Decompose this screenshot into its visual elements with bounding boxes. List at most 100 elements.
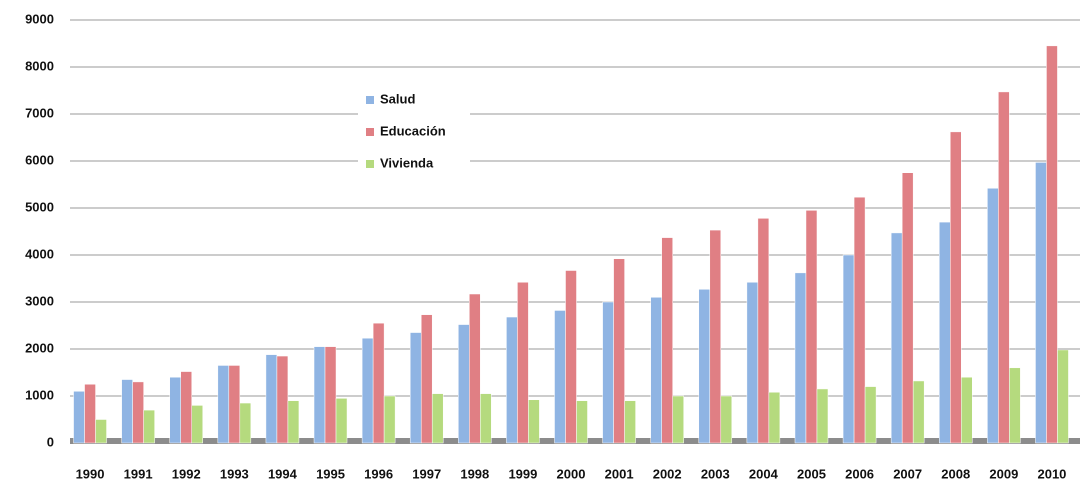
bar xyxy=(84,384,96,444)
labels: 0 1000 2000 3000 4000 5000 6000 7000 8000 9000 199… xyxy=(25,11,1066,481)
x-tick-label: 1991 xyxy=(124,466,153,481)
bar xyxy=(469,293,481,444)
x-tick-label: 2004 xyxy=(749,466,779,481)
bar xyxy=(335,398,348,444)
bar xyxy=(939,221,951,444)
bar xyxy=(613,258,625,444)
bar xyxy=(757,218,770,444)
bar xyxy=(458,324,470,444)
bar xyxy=(961,376,973,444)
bar xyxy=(372,322,385,444)
bar xyxy=(287,400,300,444)
bar xyxy=(324,346,337,444)
bar xyxy=(950,131,962,444)
bar xyxy=(853,196,866,444)
bar xyxy=(746,282,759,444)
x-tick-label: 2010 xyxy=(1037,466,1066,481)
y-tick-label: 5000 xyxy=(25,199,54,214)
y-tick-label: 7000 xyxy=(25,105,54,120)
x-tick-label: 2003 xyxy=(701,466,730,481)
bar xyxy=(554,310,566,444)
x-tick-label: 2009 xyxy=(989,466,1018,481)
bar xyxy=(816,388,829,444)
bar xyxy=(672,395,684,444)
bar xyxy=(480,393,492,444)
legend-swatch xyxy=(366,96,374,104)
bar xyxy=(132,381,144,444)
bar xyxy=(1009,367,1021,444)
x-tick-label: 2006 xyxy=(845,466,874,481)
bar xyxy=(180,371,192,444)
bar xyxy=(709,229,722,444)
bar xyxy=(239,402,252,444)
bar xyxy=(864,386,877,444)
x-tick-label: 1995 xyxy=(316,466,345,481)
bar xyxy=(1035,162,1047,444)
bar xyxy=(720,395,733,444)
bar xyxy=(228,365,241,444)
x-tick-label: 1994 xyxy=(268,466,298,481)
legend-swatch xyxy=(366,160,374,168)
bar xyxy=(528,399,540,444)
bar xyxy=(409,332,422,444)
y-tick-label: 3000 xyxy=(25,293,54,308)
x-tick-label: 2000 xyxy=(557,466,586,481)
bars xyxy=(73,45,1069,444)
bar xyxy=(313,346,326,444)
bar xyxy=(217,365,230,444)
bar xyxy=(361,337,374,444)
x-tick-label: 1997 xyxy=(412,466,441,481)
bar xyxy=(517,282,529,444)
bar xyxy=(661,237,673,444)
x-tick-label: 1999 xyxy=(508,466,537,481)
bar xyxy=(276,355,289,444)
bar xyxy=(602,301,614,444)
y-tick-label: 6000 xyxy=(25,152,54,167)
legend-label: Salud xyxy=(380,91,415,106)
y-tick-label: 8000 xyxy=(25,58,54,73)
bar xyxy=(576,400,588,444)
y-tick-label: 4000 xyxy=(25,246,54,261)
bar xyxy=(842,254,855,444)
y-tick-label: 9000 xyxy=(25,11,54,26)
legend-label: Vivienda xyxy=(380,155,434,170)
x-tick-label: 1993 xyxy=(220,466,249,481)
bar xyxy=(901,172,914,444)
legend-label: Educación xyxy=(380,123,446,138)
y-tick-label: 2000 xyxy=(25,340,54,355)
bar xyxy=(624,400,636,444)
legend-box xyxy=(358,86,470,182)
bar xyxy=(998,91,1010,444)
x-tick-label: 2001 xyxy=(605,466,634,481)
bar xyxy=(768,391,781,444)
bar xyxy=(121,379,133,444)
bar xyxy=(650,297,662,444)
bar xyxy=(698,289,711,444)
bar xyxy=(912,380,925,444)
bar xyxy=(890,232,903,444)
legend-swatch xyxy=(366,128,374,136)
x-tick-label: 1990 xyxy=(76,466,105,481)
x-tick-label: 2008 xyxy=(941,466,970,481)
bar xyxy=(794,272,807,444)
bar xyxy=(383,395,396,444)
bar xyxy=(143,409,155,444)
y-tick-label: 1000 xyxy=(25,387,54,402)
x-tick-label: 2007 xyxy=(893,466,922,481)
bar xyxy=(169,376,181,444)
x-tick-label: 1992 xyxy=(172,466,201,481)
bar xyxy=(506,316,518,444)
x-tick-label: 2005 xyxy=(797,466,826,481)
bar xyxy=(73,391,85,444)
bar xyxy=(265,354,278,444)
bar xyxy=(1046,45,1058,444)
bar xyxy=(565,270,577,444)
x-tick-label: 1996 xyxy=(364,466,393,481)
x-tick-label: 1998 xyxy=(460,466,489,481)
bar xyxy=(805,210,818,444)
bar xyxy=(191,405,203,444)
bar xyxy=(420,314,433,444)
bar xyxy=(95,419,107,444)
bar xyxy=(431,393,444,444)
